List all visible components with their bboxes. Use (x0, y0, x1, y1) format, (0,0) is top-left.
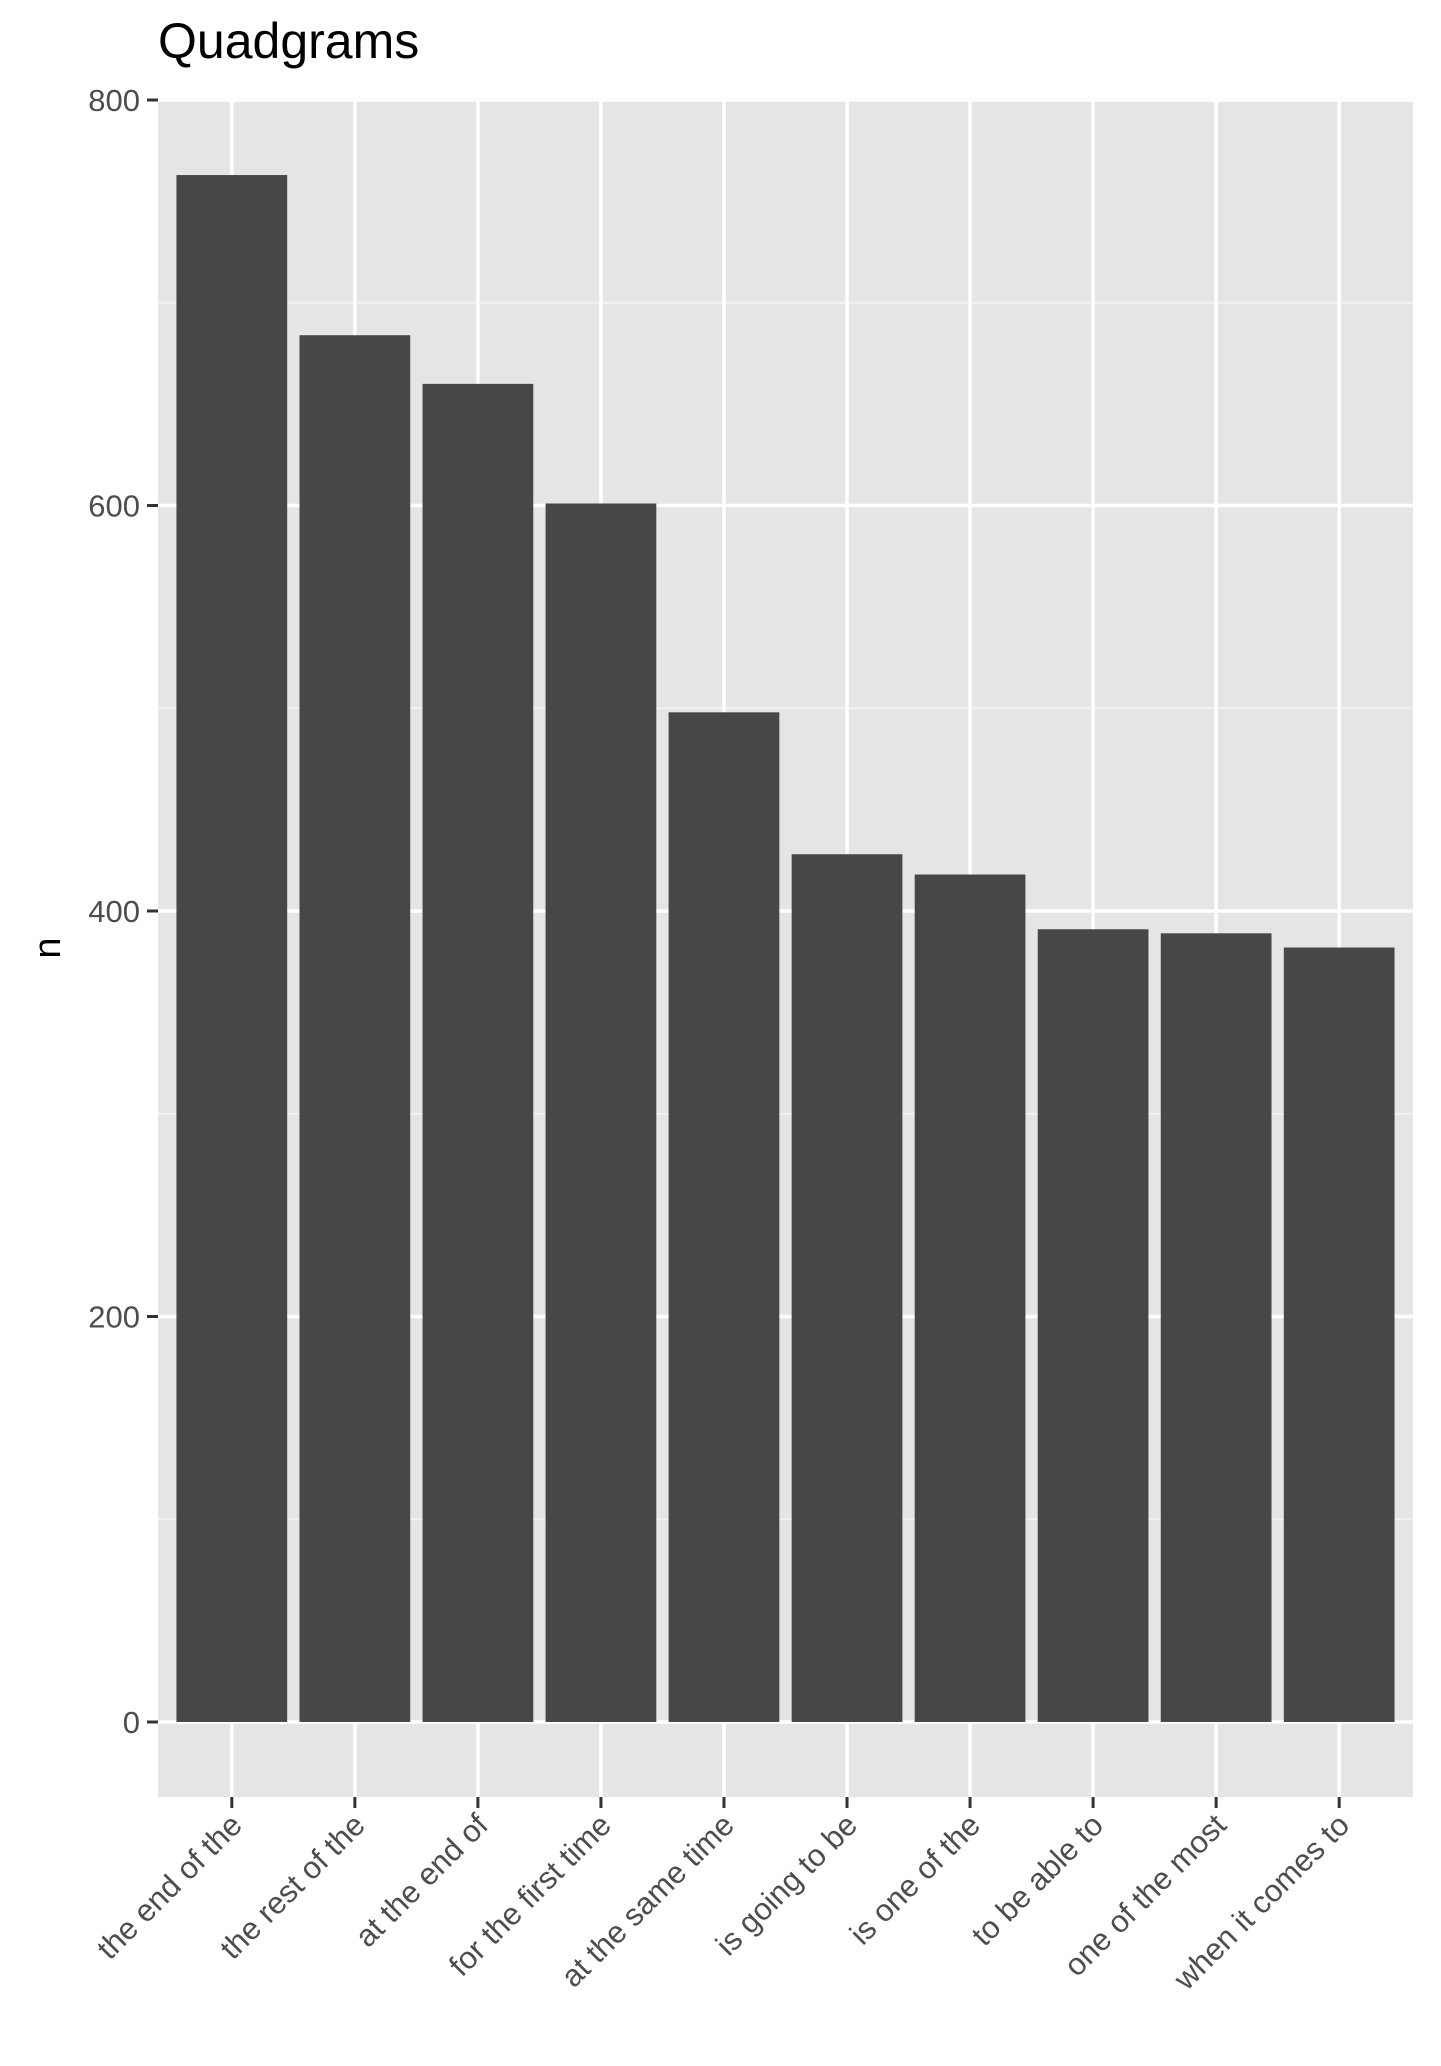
bar (1037, 929, 1149, 1722)
bar (422, 383, 534, 1722)
chart-title: Quadgrams (158, 13, 419, 69)
y-tick-label: 200 (88, 1299, 140, 1334)
bars (176, 175, 1395, 1722)
y-tick-label: 0 (123, 1705, 140, 1740)
y-axis-title: n (27, 937, 69, 958)
bar (791, 854, 903, 1722)
y-axis: 0 200 400 600 800 (88, 83, 158, 1740)
y-tick-label: 600 (88, 489, 140, 524)
bar (668, 712, 780, 1722)
bar (1160, 933, 1272, 1722)
bar (1283, 947, 1395, 1722)
bar (914, 874, 1026, 1722)
y-tick-label: 400 (88, 894, 140, 929)
y-tick-label: 800 (88, 83, 140, 118)
bar (545, 503, 657, 1722)
bar (299, 335, 411, 1722)
bar (176, 175, 288, 1722)
